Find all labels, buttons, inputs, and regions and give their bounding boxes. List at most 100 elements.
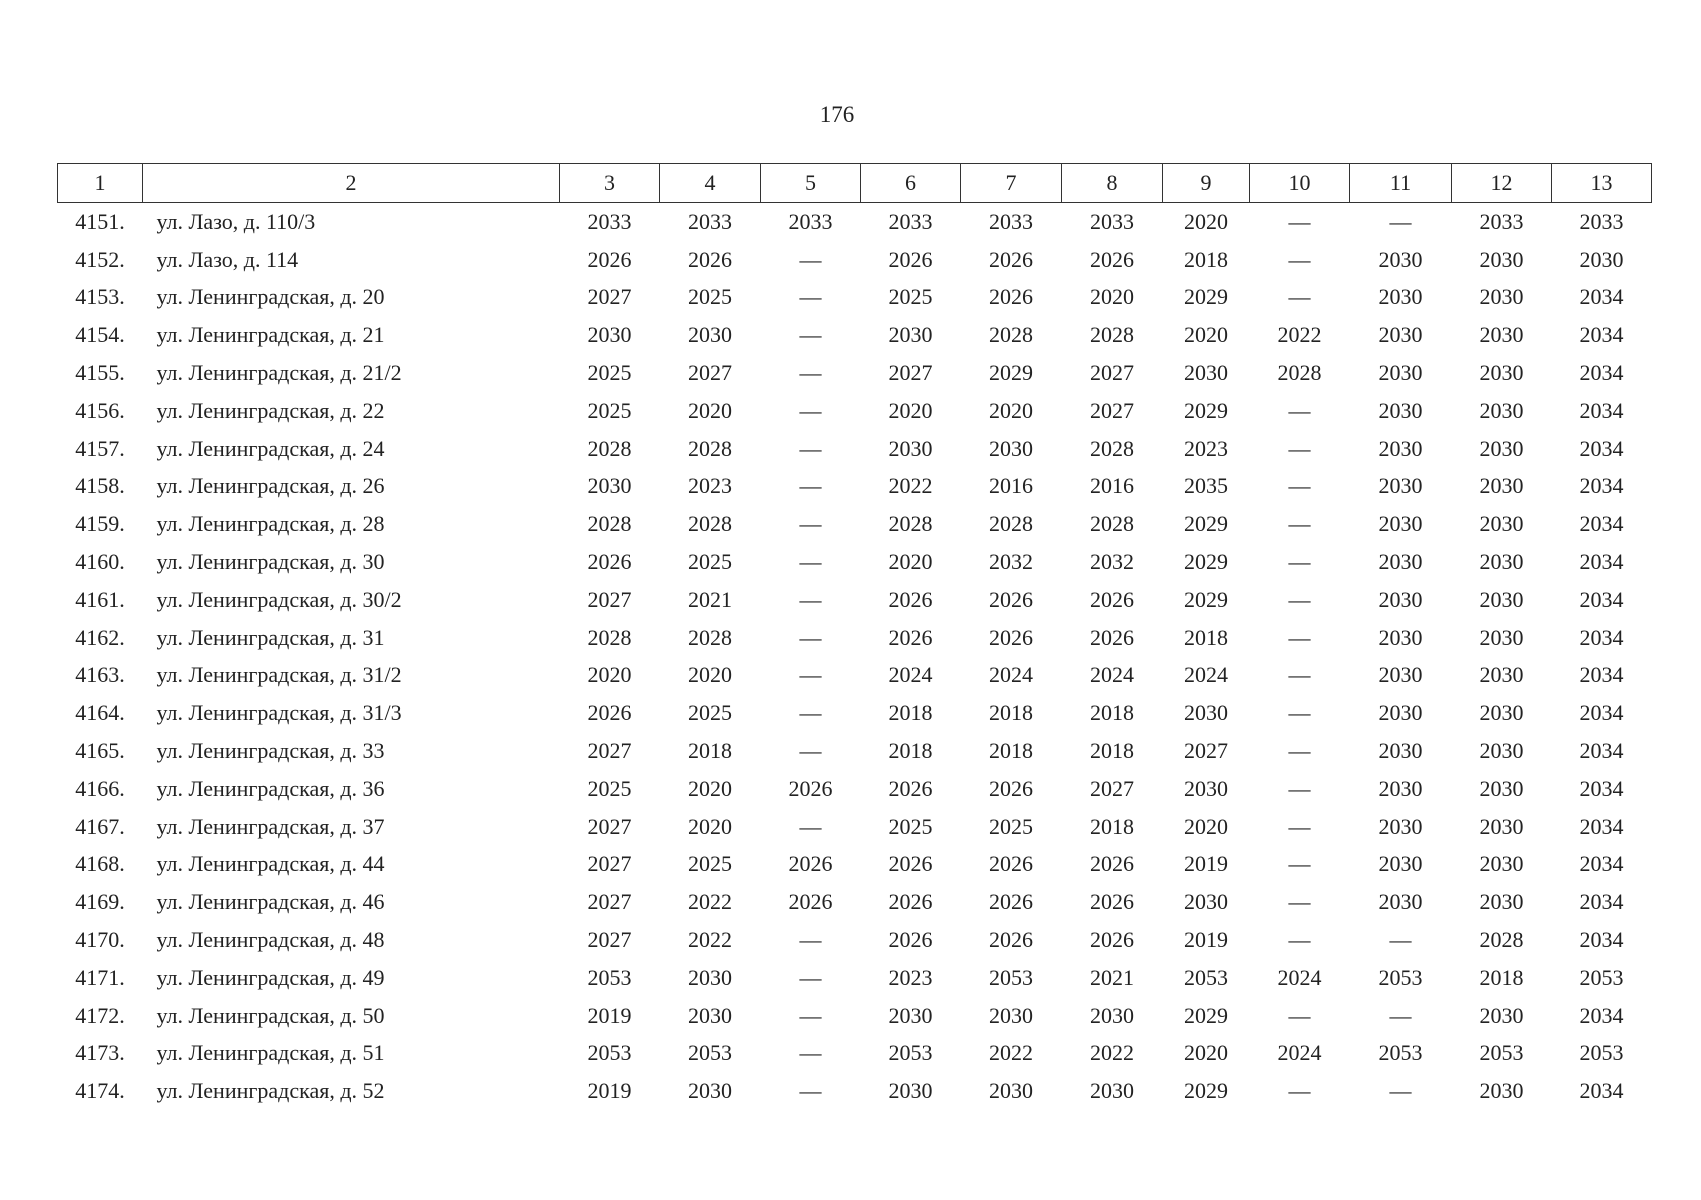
year-cell: — xyxy=(799,1078,822,1104)
year-cell: 2034 xyxy=(1579,1002,1624,1028)
year-cell: — xyxy=(799,1002,822,1028)
year-cell: 2030 xyxy=(1479,284,1524,310)
year-cell: — xyxy=(799,738,822,764)
year-cell: 2019 xyxy=(1184,927,1228,953)
year-cell: 2028 xyxy=(587,624,632,650)
year-cell: 2026 xyxy=(989,927,1033,953)
table-row: 4155. ул. Ленинградская, д. 21/2 2025 2027 —… xyxy=(58,354,1652,392)
year-cell: 2034 xyxy=(1579,435,1624,461)
year-cell: 2026 xyxy=(989,624,1033,650)
row-number: 4151. xyxy=(75,208,125,234)
year-cell: 2030 xyxy=(1479,246,1524,272)
year-cell: 2026 xyxy=(888,624,933,650)
year-cell: 2020 xyxy=(989,397,1033,423)
year-cell: 2018 xyxy=(1090,813,1134,839)
table-row: 4173. ул. Ленинградская, д. 51 2053 2053 — 20… xyxy=(58,1035,1652,1073)
year-cell: 2023 xyxy=(888,964,933,990)
year-cell: 2030 xyxy=(888,1078,933,1104)
year-cell: 2029 xyxy=(1184,1078,1228,1104)
year-cell: — xyxy=(1389,1078,1412,1104)
year-cell: 2030 xyxy=(1184,775,1228,801)
address-cell: ул. Ленинградская, д. 21 xyxy=(156,322,385,348)
year-cell: — xyxy=(1288,246,1311,272)
table-header: 1 2 3 4 5 6 7 8 9 10 11 12 13 xyxy=(57,163,1652,203)
year-cell: 2034 xyxy=(1579,284,1624,310)
year-cell: 2027 xyxy=(587,927,632,953)
year-cell: 2028 xyxy=(989,322,1033,348)
year-cell: 2033 xyxy=(888,208,933,234)
year-cell: 2027 xyxy=(1184,738,1228,764)
row-number: 4170. xyxy=(75,927,125,953)
year-cell: 2026 xyxy=(1090,586,1134,612)
year-cell: 2034 xyxy=(1579,775,1624,801)
year-cell: 2027 xyxy=(587,813,632,839)
year-cell: — xyxy=(799,511,822,537)
year-cell: 2026 xyxy=(888,775,933,801)
year-cell: 2026 xyxy=(989,246,1033,272)
table-row: 4171. ул. Ленинградская, д. 49 2053 2030 — 20… xyxy=(58,959,1652,997)
year-cell: — xyxy=(1288,700,1311,726)
year-cell: 2028 xyxy=(1479,927,1524,953)
row-number: 4174. xyxy=(75,1078,125,1104)
year-cell: 2025 xyxy=(888,284,933,310)
table-row: 4151. ул. Лазо, д. 110/3 2033 2033 2033 2033 2… xyxy=(58,203,1652,241)
table-row: 4157. ул. Ленинградская, д. 24 2028 2028 — 20… xyxy=(58,430,1652,468)
year-cell: — xyxy=(1288,1002,1311,1028)
address-cell: ул. Ленинградская, д. 21/2 xyxy=(156,360,402,386)
year-cell: 2020 xyxy=(1184,1040,1228,1066)
year-cell: 2026 xyxy=(587,246,632,272)
year-cell: 2024 xyxy=(989,662,1033,688)
year-cell: 2034 xyxy=(1579,360,1624,386)
year-cell: 2026 xyxy=(888,889,933,915)
year-cell: 2034 xyxy=(1579,738,1624,764)
year-cell: 2030 xyxy=(688,1078,732,1104)
year-cell: 2053 xyxy=(1579,964,1624,990)
year-cell: 2030 xyxy=(1378,700,1423,726)
year-cell: 2030 xyxy=(1479,473,1524,499)
address-cell: ул. Ленинградская, д. 26 xyxy=(156,473,385,499)
year-cell: — xyxy=(799,1040,822,1066)
data-table: 1 2 3 4 5 6 7 8 9 10 11 12 13 4151. ул. Лазо, д. 110/… xyxy=(57,163,1652,1110)
table-row: 4170. ул. Ленинградская, д. 48 2027 2022 — 20… xyxy=(58,921,1652,959)
year-cell: 2018 xyxy=(1184,246,1228,272)
year-cell: 2030 xyxy=(1378,813,1423,839)
year-cell: — xyxy=(799,662,822,688)
year-cell: 2053 xyxy=(1378,964,1423,990)
year-cell: — xyxy=(799,284,822,310)
year-cell: 2022 xyxy=(688,889,732,915)
header-row: 1 2 3 4 5 6 7 8 9 10 11 12 13 xyxy=(57,163,1652,203)
year-cell: 2030 xyxy=(1479,1078,1524,1104)
year-cell: 2030 xyxy=(1479,851,1524,877)
table-row: 4172. ул. Ленинградская, д. 50 2019 2030 — 20… xyxy=(58,997,1652,1035)
year-cell: 2018 xyxy=(1184,624,1228,650)
row-number: 4154. xyxy=(75,322,125,348)
year-cell: — xyxy=(1288,511,1311,537)
address-cell: ул. Ленинградская, д. 44 xyxy=(156,851,385,877)
table-row: 4153. ул. Ленинградская, д. 20 2027 2025 — 20… xyxy=(58,279,1652,317)
year-cell: 2030 xyxy=(1479,624,1524,650)
year-cell: 2026 xyxy=(989,889,1033,915)
year-cell: 2030 xyxy=(688,322,732,348)
year-cell: — xyxy=(799,700,822,726)
year-cell: 2024 xyxy=(1090,662,1134,688)
row-number: 4153. xyxy=(75,284,125,310)
header-cell: 1 xyxy=(57,163,143,203)
address-cell: ул. Лазо, д. 110/3 xyxy=(156,208,316,234)
year-cell: 2030 xyxy=(1479,700,1524,726)
address-cell: ул. Ленинградская, д. 20 xyxy=(156,284,385,310)
year-cell: 2026 xyxy=(1090,624,1134,650)
year-cell: 2029 xyxy=(1184,549,1228,575)
year-cell: 2021 xyxy=(1090,964,1134,990)
year-cell: 2027 xyxy=(1090,397,1134,423)
year-cell: 2026 xyxy=(888,246,933,272)
year-cell: 2027 xyxy=(1090,775,1134,801)
year-cell: 2019 xyxy=(587,1078,632,1104)
year-cell: 2025 xyxy=(888,813,933,839)
year-cell: 2026 xyxy=(1090,927,1134,953)
address-cell: ул. Ленинградская, д. 28 xyxy=(156,511,385,537)
address-cell: ул. Ленинградская, д. 48 xyxy=(156,927,385,953)
address-cell: ул. Ленинградская, д. 30 xyxy=(156,549,385,575)
address-cell: ул. Ленинградская, д. 30/2 xyxy=(156,586,402,612)
year-cell: 2023 xyxy=(688,473,732,499)
